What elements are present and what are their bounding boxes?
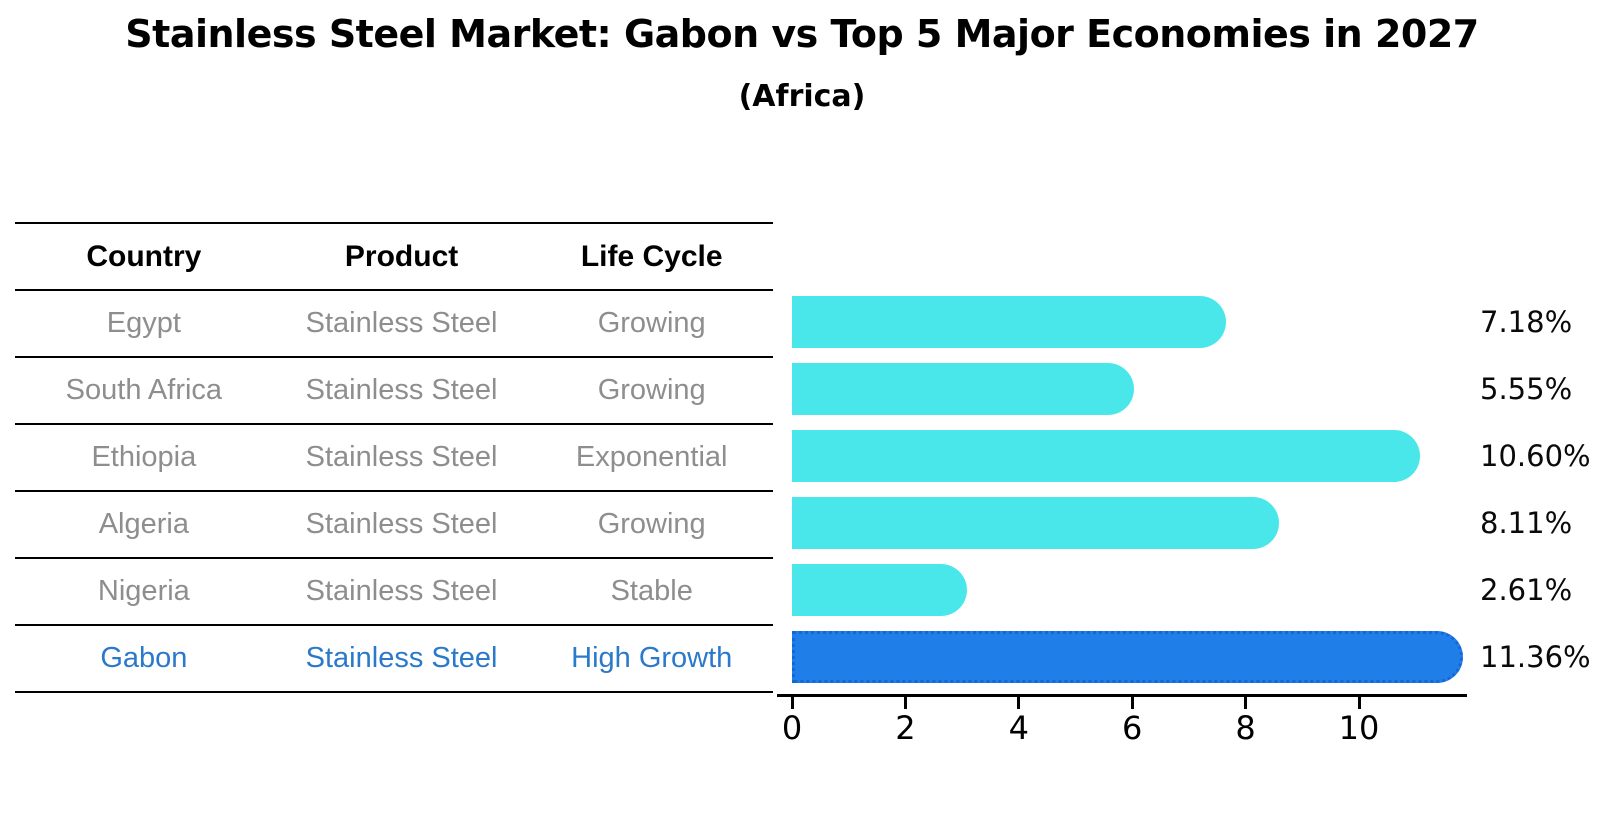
x-tick-label: 6 [1122,709,1143,747]
bar-gabon [792,631,1463,683]
bar-row-south-africa: 5.55% [792,363,1604,415]
table-header-row: Country Product Life Cycle [15,224,773,291]
cell-product: Stainless Steel [305,642,498,674]
cell-product: Stainless Steel [305,575,498,607]
x-tick-label: 2 [895,709,916,747]
comparison-table: Country Product Life Cycle Egypt Stainle… [15,222,773,693]
cell-life-cycle: Stable [610,575,693,607]
cell-country: Gabon [100,642,188,674]
bar-south-africa [792,363,1134,415]
column-header-product: Product [344,239,459,273]
cell-country: Ethiopia [91,441,197,473]
x-axis-line [777,694,1467,697]
cell-life-cycle: High Growth [571,642,733,674]
bar-nigeria [792,564,967,616]
chart-title: Stainless Steel Market: Gabon vs Top 5 M… [125,12,1479,56]
cell-country: Algeria [98,508,189,540]
table-row-ethiopia: Ethiopia Stainless Steel Exponential [15,425,773,492]
x-tick-label: 0 [781,709,803,747]
x-tick-mark [1357,697,1361,709]
bar-row-egypt: 7.18% [792,296,1604,348]
value-label-egypt: 7.18% [1480,305,1573,339]
cell-life-cycle: Growing [597,307,706,339]
value-label-south-africa: 5.55% [1480,372,1573,406]
table-row-gabon: Gabon Stainless Steel High Growth [15,626,773,693]
value-label-nigeria: 2.61% [1480,573,1573,607]
column-header-life-cycle: Life Cycle [580,239,723,273]
table-row-egypt: Egypt Stainless Steel Growing [15,291,773,358]
bar-ethiopia [792,430,1420,482]
x-tick-label: 4 [1008,709,1029,747]
table-row-algeria: Algeria Stainless Steel Growing [15,492,773,559]
x-tick-mark [1017,697,1021,709]
bar-algeria [792,497,1279,549]
bar-row-algeria: 8.11% [792,497,1604,549]
x-tick-label: 10 [1338,709,1380,747]
cell-country: Egypt [106,307,181,339]
cell-life-cycle: Growing [597,374,706,406]
x-tick-label: 8 [1235,709,1256,747]
cell-product: Stainless Steel [305,307,498,339]
x-tick-mark [903,697,907,709]
bar-row-gabon: 11.36% [792,631,1604,683]
value-label-algeria: 8.11% [1480,506,1573,540]
column-header-country: Country [86,239,202,273]
cell-life-cycle: Growing [597,508,706,540]
table-row-nigeria: Nigeria Stainless Steel Stable [15,559,773,626]
value-label-gabon: 11.36% [1480,640,1591,674]
x-tick-mark [1130,697,1134,709]
cell-product: Stainless Steel [305,441,498,473]
table-row-south-africa: South Africa Stainless Steel Growing [15,358,773,425]
cell-country: South Africa [65,374,223,406]
value-label-ethiopia: 10.60% [1480,439,1591,473]
bar-row-nigeria: 2.61% [792,564,1604,616]
cell-country: Nigeria [97,575,190,607]
x-tick-mark [790,697,794,709]
cell-product: Stainless Steel [305,508,498,540]
chart-subtitle: (Africa) [738,79,866,114]
cell-life-cycle: Exponential [575,441,728,473]
bar-row-ethiopia: 10.60% [792,430,1604,482]
cell-product: Stainless Steel [305,374,498,406]
bar-egypt [792,296,1226,348]
x-tick-mark [1244,697,1248,709]
